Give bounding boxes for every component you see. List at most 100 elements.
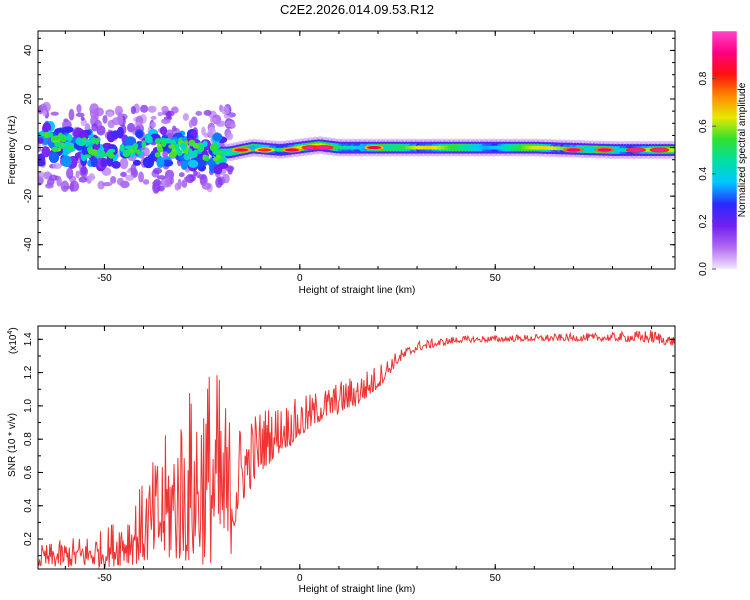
spectrogram-speckle bbox=[226, 132, 234, 141]
spectrogram-blob-bright bbox=[197, 142, 205, 149]
spectrogram-speckle bbox=[127, 122, 136, 133]
spectrogram-peak bbox=[285, 148, 300, 152]
svg-text:(x104): (x104) bbox=[7, 327, 19, 354]
colorbar-tick-label: 0.0 bbox=[698, 262, 709, 276]
spectrogram-blob-bright bbox=[81, 137, 87, 142]
spectrogram-speckle bbox=[120, 171, 127, 178]
spectrogram-blob-bright bbox=[122, 149, 131, 158]
spectrogram-blob-bright bbox=[146, 135, 153, 144]
spectrogram-speckle bbox=[160, 177, 171, 188]
spectrogram-speckle bbox=[78, 176, 88, 183]
colorbar-tick-label: 0.6 bbox=[698, 119, 709, 133]
spectrogram-y-tick-label: -40 bbox=[23, 237, 34, 252]
snr-y-exponent-prefix: (x10 bbox=[8, 334, 19, 354]
colorbar-tick-label: 0.4 bbox=[698, 166, 709, 180]
spectrogram-speckle bbox=[89, 109, 99, 119]
spectrogram-blob bbox=[62, 126, 74, 133]
spectrogram-speckle bbox=[69, 180, 80, 192]
spectrogram-blob-bright bbox=[157, 146, 164, 153]
spectrogram-speckle bbox=[42, 110, 47, 117]
spectrogram-blob bbox=[90, 158, 98, 168]
snr-y-tick-label: 0.6 bbox=[23, 465, 34, 479]
spectrogram-blob bbox=[159, 126, 168, 136]
spectrogram-frame bbox=[37, 30, 676, 270]
spectrogram-ticks: -50 0 50 40 20 0 -20 -40 bbox=[23, 31, 675, 284]
snr-y-tick-label: 1.2 bbox=[23, 365, 34, 379]
spectrogram-panel: -50 0 50 40 20 0 -20 -40 Height of straight lin… bbox=[7, 30, 676, 296]
spectrogram-speckle bbox=[203, 109, 212, 116]
snr-y-axis-label: SNR (10 * v/v) bbox=[7, 413, 18, 477]
spectrogram-blob-bright bbox=[136, 149, 141, 155]
snr-y-tick-label: 1.0 bbox=[23, 399, 34, 413]
spectrogram-speckle bbox=[174, 182, 180, 191]
spectrogram-x-tick-label: 0 bbox=[297, 273, 303, 284]
spectrogram-speckle bbox=[38, 170, 45, 178]
spectrogram-blob bbox=[111, 160, 121, 169]
colorbar-tick-label: 0.2 bbox=[698, 214, 709, 228]
spectrogram-peak bbox=[566, 148, 581, 152]
spectrogram-blob-bright bbox=[168, 151, 177, 158]
spectrogram-blob-bright bbox=[154, 138, 162, 144]
spectrogram-marks bbox=[38, 101, 675, 194]
spectrogram-peak bbox=[234, 148, 249, 152]
spectrogram-blob bbox=[41, 146, 51, 158]
spectrogram-peak bbox=[257, 148, 272, 152]
spectrogram-speckle bbox=[80, 165, 87, 175]
colorbar-tick-label: 0.8 bbox=[698, 71, 709, 85]
spectrogram-y-axis-label: Frequency (Hz) bbox=[7, 116, 18, 185]
snr-series-line bbox=[38, 330, 675, 569]
spectrogram-blob-bright bbox=[183, 153, 191, 161]
spectrogram-speckle bbox=[97, 180, 105, 190]
snr-y-tick-label: 0.4 bbox=[23, 498, 34, 512]
spectrogram-peak bbox=[597, 148, 612, 152]
spectrogram-blob bbox=[124, 136, 137, 147]
spectrogram-speckle bbox=[140, 104, 149, 113]
spectrogram-blob-bright bbox=[204, 155, 210, 162]
spectrogram-speckle bbox=[157, 111, 163, 117]
snr-y-tick-label: 1.4 bbox=[23, 332, 34, 346]
spectrogram-speckle bbox=[147, 105, 157, 113]
spectrogram-y-tick-label: 0 bbox=[23, 144, 34, 150]
spectrogram-blob-bright bbox=[59, 134, 67, 143]
spectrogram-blob-bright bbox=[107, 149, 114, 155]
spectrogram-blob-bright bbox=[188, 150, 197, 159]
spectrogram-speckle bbox=[102, 181, 113, 187]
spectrogram-blob-bright bbox=[209, 143, 218, 152]
spectrogram-blob-bright bbox=[51, 146, 59, 153]
spectrogram-speckle bbox=[118, 113, 124, 126]
snr-plot-area bbox=[38, 326, 675, 569]
spectrogram-blob-bright bbox=[64, 141, 71, 147]
spectrogram-peak bbox=[628, 148, 643, 152]
spectrogram-speckle bbox=[88, 173, 95, 181]
snr-x-tick-label: -50 bbox=[97, 573, 112, 584]
spectrogram-speckle bbox=[76, 104, 82, 114]
spectrogram-blob-bright bbox=[141, 140, 147, 149]
spectrogram-blob-bright bbox=[83, 154, 92, 159]
spectrogram-speckle bbox=[75, 170, 80, 179]
spectrogram-speckle bbox=[68, 108, 75, 121]
spectrogram-blob bbox=[156, 156, 165, 169]
spectrogram-blob-bright bbox=[90, 137, 97, 145]
spectrogram-blob bbox=[135, 131, 143, 138]
spectrogram-peak bbox=[652, 148, 667, 152]
snr-x-tick-label: 0 bbox=[297, 573, 303, 584]
colorbar-frame bbox=[711, 30, 738, 270]
spectrogram-peak bbox=[367, 145, 382, 150]
spectrogram-speckle bbox=[152, 167, 163, 174]
spectrogram-speckle bbox=[45, 183, 54, 189]
spectrogram-speckle bbox=[75, 112, 85, 117]
colorbar-label: Normalized spectral amplitude bbox=[737, 82, 748, 217]
spectrogram-x-tick-label: -50 bbox=[97, 273, 112, 284]
spectrogram-blob-bright bbox=[192, 142, 200, 149]
spectrogram-blob bbox=[132, 159, 141, 166]
snr-frame bbox=[37, 325, 676, 570]
spectrogram-blob-bright bbox=[161, 139, 167, 148]
spectrogram-band-core bbox=[668, 148, 675, 152]
spectrogram-speckle bbox=[116, 177, 124, 186]
spectrogram-speckle bbox=[193, 170, 198, 177]
snr-x-tick-label: 50 bbox=[490, 573, 502, 584]
spectrogram-blob bbox=[217, 162, 229, 169]
spectrogram-speckle bbox=[209, 117, 217, 123]
spectrogram-speckle bbox=[150, 121, 157, 128]
